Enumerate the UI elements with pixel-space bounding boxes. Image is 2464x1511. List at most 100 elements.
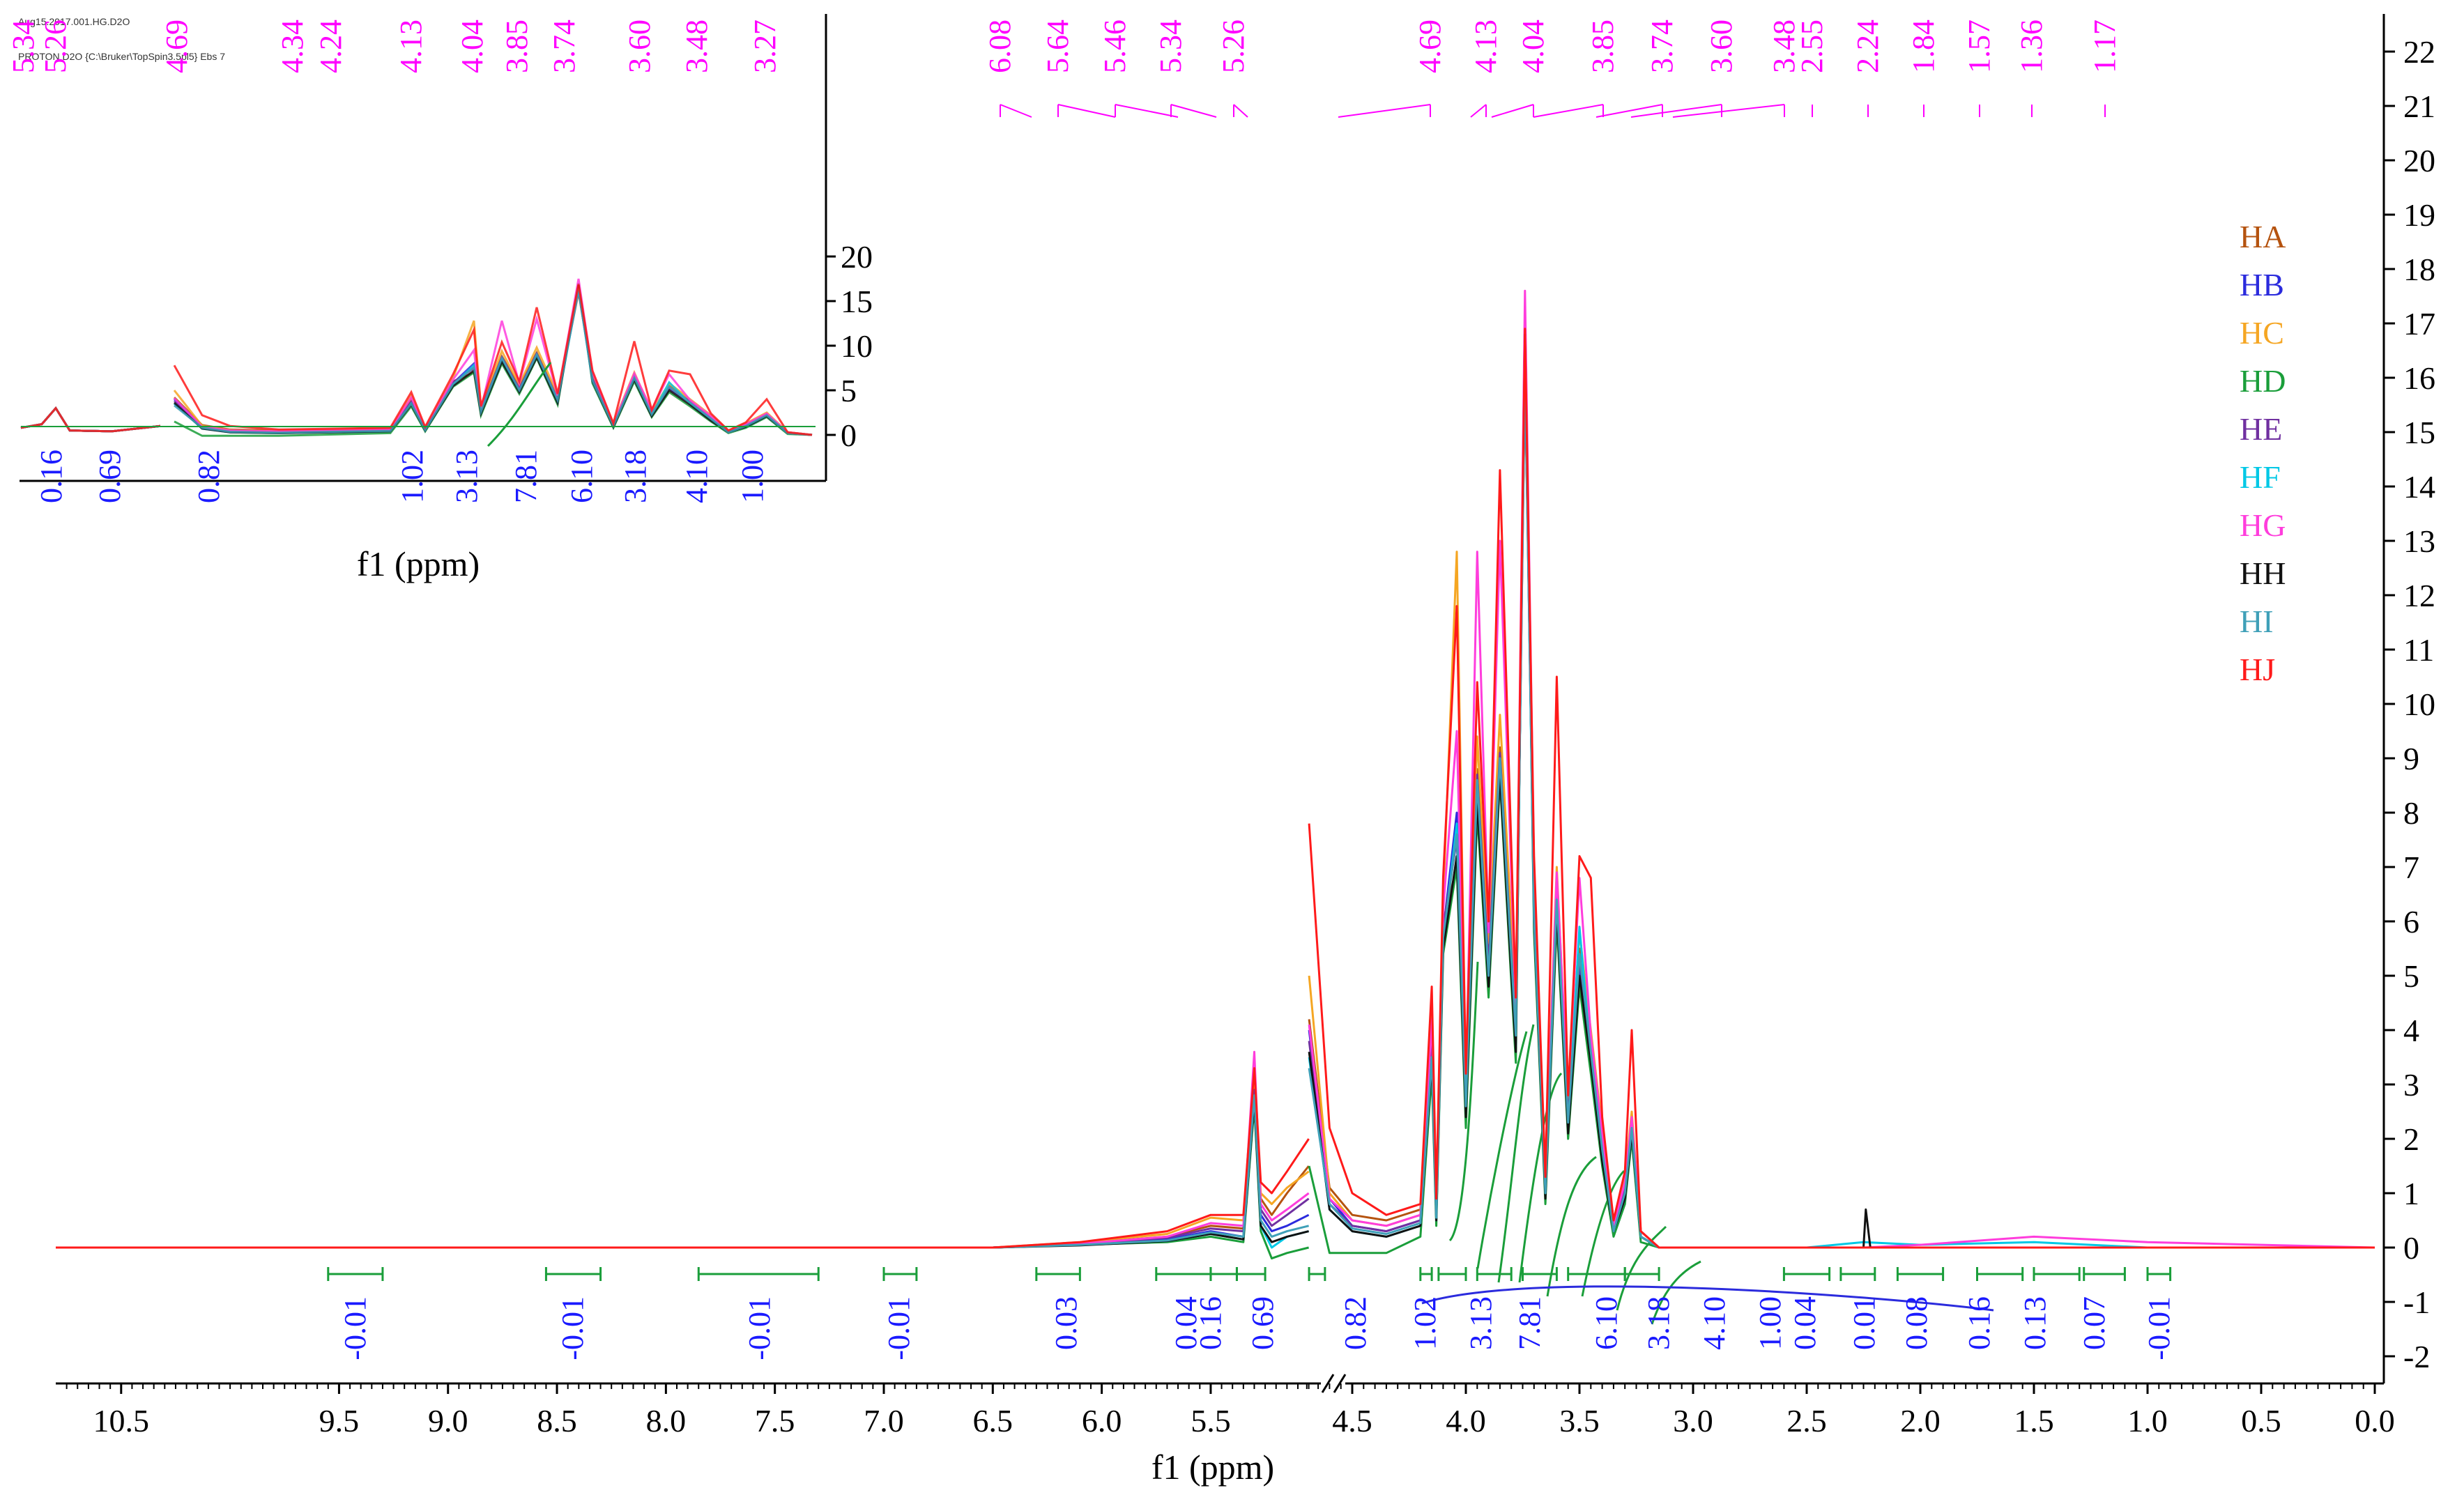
- x-tick-label: 3.5: [1559, 1403, 1600, 1439]
- legend-label-ha: HA: [2240, 219, 2286, 254]
- y-tick-label: 6: [2403, 904, 2419, 939]
- peak-label: 5.34: [1154, 20, 1188, 73]
- y-tick-label: 8: [2403, 795, 2419, 831]
- integral-value-label: 0.16: [1962, 1296, 1996, 1350]
- inset-series-line-hj-left: [20, 406, 161, 433]
- x-tick-label: 9.0: [428, 1403, 468, 1439]
- legend-label-hj: HJ: [2240, 652, 2275, 687]
- integral-value-label: 0.82: [1338, 1296, 1372, 1350]
- y-tick-label: 0: [2403, 1230, 2419, 1266]
- x-tick-label: 7.5: [755, 1403, 795, 1439]
- peak-label: 3.74: [1645, 20, 1679, 73]
- y-tick-label: 3: [2403, 1067, 2419, 1103]
- inset-peak-label: 4.04: [455, 20, 489, 73]
- inset-integral-value-label: 4.10: [680, 450, 714, 503]
- peak-connector: [1170, 104, 1217, 118]
- inset-integral-value-label: 3.13: [450, 450, 484, 503]
- peak-connector: [1338, 104, 1431, 118]
- x-tick-label: 8.0: [646, 1403, 687, 1439]
- peak-label: 1.84: [1906, 20, 1941, 73]
- integral-value-label: 0.04: [1169, 1296, 1203, 1350]
- y-tick-label: 13: [2403, 523, 2435, 559]
- y-tick-label: 10: [2403, 687, 2435, 722]
- peak-label: 5.64: [1041, 20, 1075, 73]
- integral-curve: [1616, 1225, 1667, 1311]
- peak-connector: [1470, 104, 1487, 118]
- integral-curve: [1581, 1169, 1625, 1297]
- x-tick-label: 6.0: [1082, 1403, 1122, 1439]
- integral-value-group: -0.01 -0.01 -0.01 -0.01 0.03 0.040.16 0.69 0.82…: [338, 1296, 2176, 1360]
- legend-label-hd: HD: [2240, 363, 2286, 399]
- inset-peak-label: 4.34: [275, 20, 309, 73]
- integral-value-label: 4.10: [1697, 1296, 1731, 1350]
- integral-value-label: 1.02: [1408, 1296, 1442, 1350]
- y-tick-label: -1: [2403, 1284, 2430, 1320]
- inset-peak-label: 5.34: [6, 20, 40, 73]
- peak-label: 3.48: [1767, 20, 1801, 73]
- inset-header-line-1: Aug15.2017.001.HG.D2O: [18, 16, 130, 27]
- x-tick-label: 4.0: [1446, 1403, 1486, 1439]
- integral-value-label: 0.07: [2077, 1296, 2111, 1350]
- main-axes: 10.5 9.5 9.0 8.5 8.0 7.5 7.0 6.5 6.0 5.5 4.5 4.0 3.5…: [56, 14, 2435, 1439]
- integral-value-label: 0.16: [1193, 1296, 1227, 1350]
- peak-label: 4.04: [1516, 20, 1550, 73]
- inset-peak-label: 3.85: [500, 20, 534, 73]
- x-tick-label: 1.5: [2014, 1403, 2054, 1439]
- peak-connector: [1057, 104, 1116, 118]
- y-tick-label: 4: [2403, 1013, 2419, 1048]
- integral-curve: [1518, 1072, 1563, 1283]
- x-tick-label: 3.0: [1673, 1403, 1713, 1439]
- peak-connector: [1533, 104, 1604, 118]
- integral-curve: [1546, 1156, 1597, 1297]
- integral-curve: [1651, 1260, 1701, 1325]
- integral-curves: [1421, 961, 1994, 1325]
- inset-integral-value-group: 0.16 0.69 0.82 1.02 3.13 7.81 6.10 3.18 4.10 1.00: [34, 450, 770, 503]
- x-tick-label: 2.0: [1900, 1403, 1941, 1439]
- inset-peak-label: 4.13: [394, 20, 428, 73]
- peak-connector: [1491, 104, 1534, 118]
- integral-value-label: 3.13: [1464, 1296, 1498, 1350]
- x-tick-label: 5.5: [1191, 1403, 1231, 1439]
- peak-connector: [1000, 104, 1032, 118]
- inset-series-line-hi: [174, 288, 813, 436]
- inset-spectrum-plot: Aug15.2017.001.HG.D2O PROTON D2O {C:\Bru…: [6, 14, 873, 583]
- integral-value-label: -0.01: [742, 1296, 776, 1360]
- integral-value-label: 1.00: [1753, 1296, 1787, 1350]
- x-tick-label: 6.5: [973, 1403, 1013, 1439]
- inset-integral-value-label: 0.82: [192, 450, 226, 503]
- y-tick-label: 9: [2403, 741, 2419, 776]
- integral-curve: [1476, 1031, 1528, 1269]
- peak-label: 1.57: [1962, 20, 1996, 73]
- axis-break-mark-1: [1321, 1374, 1335, 1393]
- peak-label: 6.08: [983, 20, 1017, 73]
- y-tick-label: 5: [2403, 958, 2419, 994]
- inset-axes: 20 15 10 5 0: [20, 14, 873, 482]
- main-spectrum-plot: 6.08 5.64 5.46 5.34 5.26 4.69 4.13 4.04 3.85 3.74…: [56, 14, 2435, 1487]
- inset-peak-label-group: 5.345.26 4.69 4.34 4.24 4.13 4.04 3.85 3.74 3.60…: [6, 20, 782, 73]
- inset-peak-label: 4.69: [160, 20, 194, 73]
- x-tick-label: 2.5: [1786, 1403, 1827, 1439]
- peak-connector: [1596, 104, 1663, 118]
- peak-label: 2.55: [1795, 20, 1829, 73]
- peak-label: 1.36: [2014, 20, 2049, 73]
- inset-integral-value-label: 1.02: [395, 450, 429, 503]
- integral-value-label: 7.81: [1513, 1296, 1547, 1350]
- inset-peak-label: 3.74: [547, 20, 581, 73]
- legend-label-hh: HH: [2240, 555, 2286, 591]
- axis-break-mark-2: [1333, 1374, 1347, 1393]
- inset-integral-value-label: 0.69: [93, 450, 127, 503]
- peak-label: 4.69: [1413, 20, 1447, 73]
- y-tick-label: 21: [2403, 89, 2435, 124]
- inset-integral-value-label: 0.16: [34, 450, 68, 503]
- legend: HA HB HC HD HE HF HG HH HI HJ: [2240, 219, 2286, 687]
- x-tick-label: 10.5: [93, 1403, 150, 1439]
- y-tick-label: 1: [2403, 1176, 2419, 1211]
- y-tick-label: 17: [2403, 306, 2435, 342]
- integral-curve: [1497, 1024, 1535, 1283]
- inset-integral-value-label: 1.00: [735, 450, 770, 503]
- inset-series-line-hj: [173, 284, 813, 436]
- legend-label-hf: HF: [2240, 459, 2281, 495]
- inset-peak-label: 3.27: [748, 20, 782, 73]
- peak-connector: [1115, 104, 1179, 118]
- x-axis-label: f1 (ppm): [1151, 1448, 1274, 1487]
